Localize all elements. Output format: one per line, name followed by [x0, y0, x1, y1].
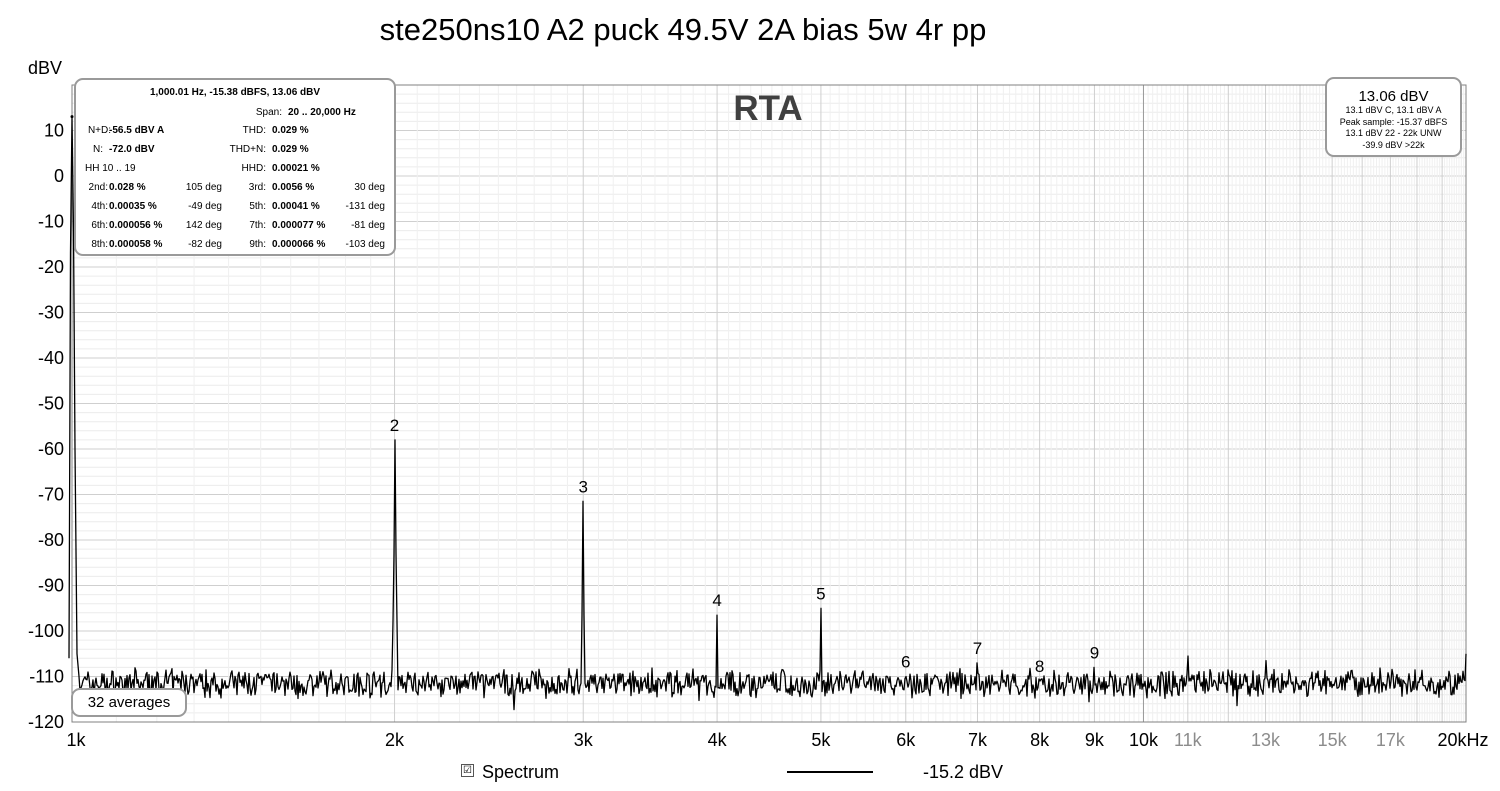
y-tick-label: -40	[38, 348, 64, 368]
harmonic-percent: 0.000066 %	[272, 239, 326, 250]
span-value: 20 .. 20,000 Hz	[288, 107, 356, 118]
y-tick-label: -100	[28, 621, 64, 641]
x-tick-label: 1k	[66, 730, 86, 750]
legend-line-swatch	[787, 771, 873, 773]
harmonic-number-label: 9	[1090, 643, 1099, 662]
harmonic-number-label: 7	[973, 639, 982, 658]
x-tick-label: 2k	[385, 730, 405, 750]
rta-watermark: RTA	[733, 89, 802, 128]
y-tick-label: -120	[28, 712, 64, 732]
plot-frame	[71, 84, 1467, 723]
harmonic-percent: 0.028 %	[109, 182, 146, 193]
harmonic-phase: 105 deg	[185, 182, 222, 193]
harmonic-percent: 0.00041 %	[272, 201, 320, 212]
harmonic-phase: -103 deg	[345, 239, 385, 250]
level-above-22k: -39.9 dBV >22k	[1362, 139, 1425, 150]
axes: 10 0 -10 -20 -30 -40 -50 -60 -70 -80 -90 -100 -110 -1…	[28, 58, 1489, 750]
harmonic-label: 8th:	[91, 239, 108, 250]
x-tick-label: 17k	[1376, 730, 1406, 750]
harmonic-percent: 0.000058 %	[109, 239, 163, 250]
hhd-label: HHD:	[241, 163, 266, 174]
harmonic-percent: 0.000056 %	[109, 220, 163, 231]
span-label: Span:	[255, 107, 282, 118]
harmonic-phase: -82 deg	[188, 239, 222, 250]
grid	[71, 84, 1467, 723]
harmonic-number-label: 5	[816, 584, 825, 603]
level-main-value: 13.06 dBV	[1358, 88, 1429, 105]
x-tick-label: 3k	[574, 730, 594, 750]
page-title: ste250ns10 A2 puck 49.5V 2A bias 5w 4r p…	[379, 12, 987, 47]
x-tick-label: 4k	[708, 730, 728, 750]
spectrum-checkbox[interactable]: ☑	[461, 764, 474, 777]
spectrum-line	[68, 115, 1467, 711]
harmonic-label: 2nd:	[88, 182, 108, 193]
harmonic-label: 6th:	[91, 220, 108, 231]
harmonic-label: 4th:	[91, 201, 108, 212]
x-tick-label: 15k	[1318, 730, 1348, 750]
harmonic-label: 3rd:	[248, 182, 266, 193]
y-tick-label: -20	[38, 257, 64, 277]
spectrum-trace	[68, 115, 1467, 711]
harmonic-phase: -81 deg	[351, 220, 385, 231]
thdn-label: THD+N:	[229, 144, 266, 155]
peak-sample: Peak sample: -15.37 dBFS	[1339, 116, 1448, 127]
y-tick-label: -60	[38, 439, 64, 459]
nd-value: -56.5 dBV A	[109, 125, 165, 136]
hh-range: HH 10 .. 19	[85, 163, 136, 174]
harmonic-label: 5th:	[249, 201, 266, 212]
thd-value: 0.029 %	[272, 125, 309, 136]
x-tick-label: 5k	[811, 730, 831, 750]
fundamental-peak	[70, 115, 74, 119]
harmonic-phase: -131 deg	[345, 201, 385, 212]
x-tick-label: 9k	[1085, 730, 1105, 750]
harmonic-label: 7th:	[249, 220, 266, 231]
harmonic-number-label: 6	[901, 653, 910, 672]
y-tick-label: -80	[38, 530, 64, 550]
y-tick-label: -90	[38, 576, 64, 596]
harmonic-number-label: 4	[712, 591, 721, 610]
harmonic-label: 9th:	[249, 239, 266, 250]
harmonic-number-label: 3	[578, 477, 587, 496]
x-tick-label: 10k	[1129, 730, 1159, 750]
harmonic-percent: 0.0056 %	[272, 182, 315, 193]
legend-cursor-value: -15.2 dBV	[923, 762, 1004, 782]
harmonic-phase: -49 deg	[188, 201, 222, 212]
y-tick-label: 0	[54, 166, 64, 186]
harmonic-percent: 0.000077 %	[272, 220, 326, 231]
y-tick-label: 10	[44, 121, 64, 141]
level-weighted: 13.1 dBV C, 13.1 dBV A	[1345, 105, 1442, 115]
legend-series-name: Spectrum	[482, 762, 560, 782]
x-tick-label: 11k	[1174, 730, 1203, 750]
x-tick-label: 13k	[1251, 730, 1281, 750]
harmonic-phase: 30 deg	[354, 182, 385, 193]
x-tick-label: 6k	[896, 730, 916, 750]
harmonic-labels: 2 3 4 5 6 7 8 9	[390, 416, 1099, 676]
thdn-value: 0.029 %	[272, 144, 309, 155]
x-tick-label: 7k	[968, 730, 988, 750]
level-unweighted: 13.1 dBV 22 - 22k UNW	[1345, 128, 1442, 138]
n-label: N:	[93, 144, 103, 155]
thd-label: THD:	[242, 125, 266, 136]
harmonic-number-label: 8	[1035, 657, 1044, 676]
y-tick-label: -10	[38, 212, 64, 232]
hhd-value: 0.00021 %	[272, 163, 320, 174]
level-panel: 13.06 dBV 13.1 dBV C, 13.1 dBV A Peak sa…	[1325, 77, 1462, 157]
harmonic-percent: 0.00035 %	[109, 201, 157, 212]
harmonic-number-label: 2	[390, 416, 399, 435]
n-value: -72.0 dBV	[109, 144, 155, 155]
fundamental-summary: 1,000.01 Hz, -15.38 dBFS, 13.06 dBV	[149, 87, 321, 98]
x-tick-label: 20kHz	[1437, 730, 1488, 750]
x-tick-label: 8k	[1030, 730, 1050, 750]
y-axis-label: dBV	[28, 58, 62, 78]
nd-label: N+D:	[87, 125, 111, 136]
y-tick-label: -30	[38, 303, 64, 323]
harmonic-phase: 142 deg	[185, 220, 222, 231]
y-tick-label: -110	[29, 667, 64, 687]
averages-badge: 32 averages	[71, 688, 187, 717]
distortion-stats-panel: 1,000.01 Hz, -15.38 dBFS, 13.06 dBV Span…	[74, 78, 396, 256]
y-tick-label: -50	[38, 394, 64, 414]
y-tick-label: -70	[38, 485, 64, 505]
